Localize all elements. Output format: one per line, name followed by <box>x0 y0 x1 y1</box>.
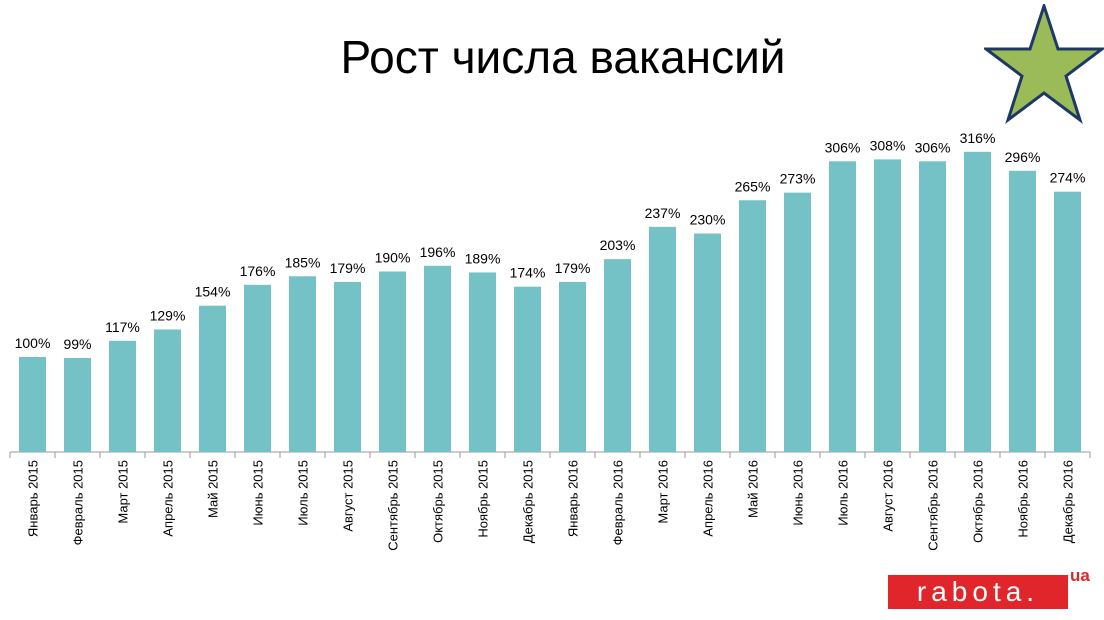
bar <box>514 286 541 452</box>
data-label: 230% <box>690 212 726 228</box>
data-label: 306% <box>915 139 951 155</box>
data-label: 237% <box>645 205 681 221</box>
x-tick-label: Март 2016 <box>656 460 671 524</box>
bar <box>469 272 496 452</box>
x-tick-label: Июль 2016 <box>836 460 851 526</box>
x-tick-label: Июль 2015 <box>296 460 311 526</box>
x-tick-label: Декабрь 2015 <box>521 460 536 543</box>
x-tick-label: Сентябрь 2016 <box>926 460 941 551</box>
x-tick-label: Сентябрь 2015 <box>386 460 401 551</box>
rabota-logo-suffix: ua <box>1070 566 1090 585</box>
x-tick-label: Февраль 2016 <box>611 460 626 545</box>
data-label: 296% <box>1005 149 1041 165</box>
x-tick-label: Октябрь 2016 <box>971 460 986 543</box>
bar <box>334 281 361 452</box>
x-tick-label: Май 2016 <box>746 460 761 518</box>
data-label: 174% <box>510 265 546 281</box>
bar <box>19 357 46 452</box>
bar <box>919 161 946 453</box>
x-tick-label: Август 2016 <box>881 460 896 532</box>
data-label: 306% <box>825 139 861 155</box>
bar <box>199 305 226 452</box>
bar <box>109 340 136 452</box>
data-label: 185% <box>285 254 321 270</box>
x-tick-label: Август 2015 <box>341 460 356 532</box>
data-label: 308% <box>870 137 906 153</box>
bar <box>874 159 901 452</box>
data-label: 176% <box>240 263 276 279</box>
bar <box>604 259 631 452</box>
x-tick-label: Февраль 2015 <box>71 460 86 545</box>
data-label: 179% <box>555 260 591 276</box>
x-tick-label: Ноябрь 2016 <box>1016 460 1031 538</box>
x-tick-label: Март 2015 <box>116 460 131 524</box>
data-label: 129% <box>150 307 186 323</box>
chart-title: Рост числа вакансий <box>340 31 786 83</box>
bar <box>379 271 406 452</box>
data-label: 189% <box>465 250 501 266</box>
bar <box>964 151 991 453</box>
data-label: 316% <box>960 130 996 146</box>
bar <box>784 192 811 452</box>
data-label: 179% <box>330 260 366 276</box>
rabota-logo: rabota. <box>888 575 1068 609</box>
x-tick-label: Январь 2015 <box>26 460 41 537</box>
bar <box>559 281 586 452</box>
star-icon <box>984 4 1104 124</box>
x-tick-label: Октябрь 2015 <box>431 460 446 543</box>
bar <box>64 357 91 452</box>
data-label: 154% <box>195 284 231 300</box>
bar <box>244 284 271 452</box>
bar <box>739 200 766 452</box>
x-tick-label: Январь 2016 <box>566 460 581 537</box>
bar-chart: 100% Январь 2015 99% Февраль 2015 117% Март 2… <box>9 130 1091 551</box>
x-tick-label: Апрель 2016 <box>701 460 716 537</box>
data-label: 274% <box>1050 170 1086 186</box>
x-tick-label: Май 2015 <box>206 460 221 518</box>
x-tick-label: Июнь 2015 <box>251 460 266 526</box>
bar <box>424 265 451 452</box>
bar <box>1054 191 1081 452</box>
data-label: 203% <box>600 237 636 253</box>
bar <box>694 233 721 452</box>
data-label: 117% <box>105 319 140 335</box>
bar <box>1009 170 1036 453</box>
bar <box>829 161 856 453</box>
data-label: 99% <box>63 336 91 352</box>
bar <box>649 226 676 452</box>
x-tick-label: Апрель 2015 <box>161 460 176 537</box>
x-tick-label: Июнь 2016 <box>791 460 806 526</box>
data-label: 196% <box>420 244 456 260</box>
x-tick-label: Ноябрь 2015 <box>476 460 491 538</box>
data-label: 100% <box>15 335 51 351</box>
bar <box>289 276 316 452</box>
x-tick-label: Декабрь 2016 <box>1061 460 1076 543</box>
bar <box>154 329 181 452</box>
data-label: 265% <box>735 178 771 194</box>
data-label: 190% <box>375 250 411 266</box>
data-label: 273% <box>780 171 816 187</box>
